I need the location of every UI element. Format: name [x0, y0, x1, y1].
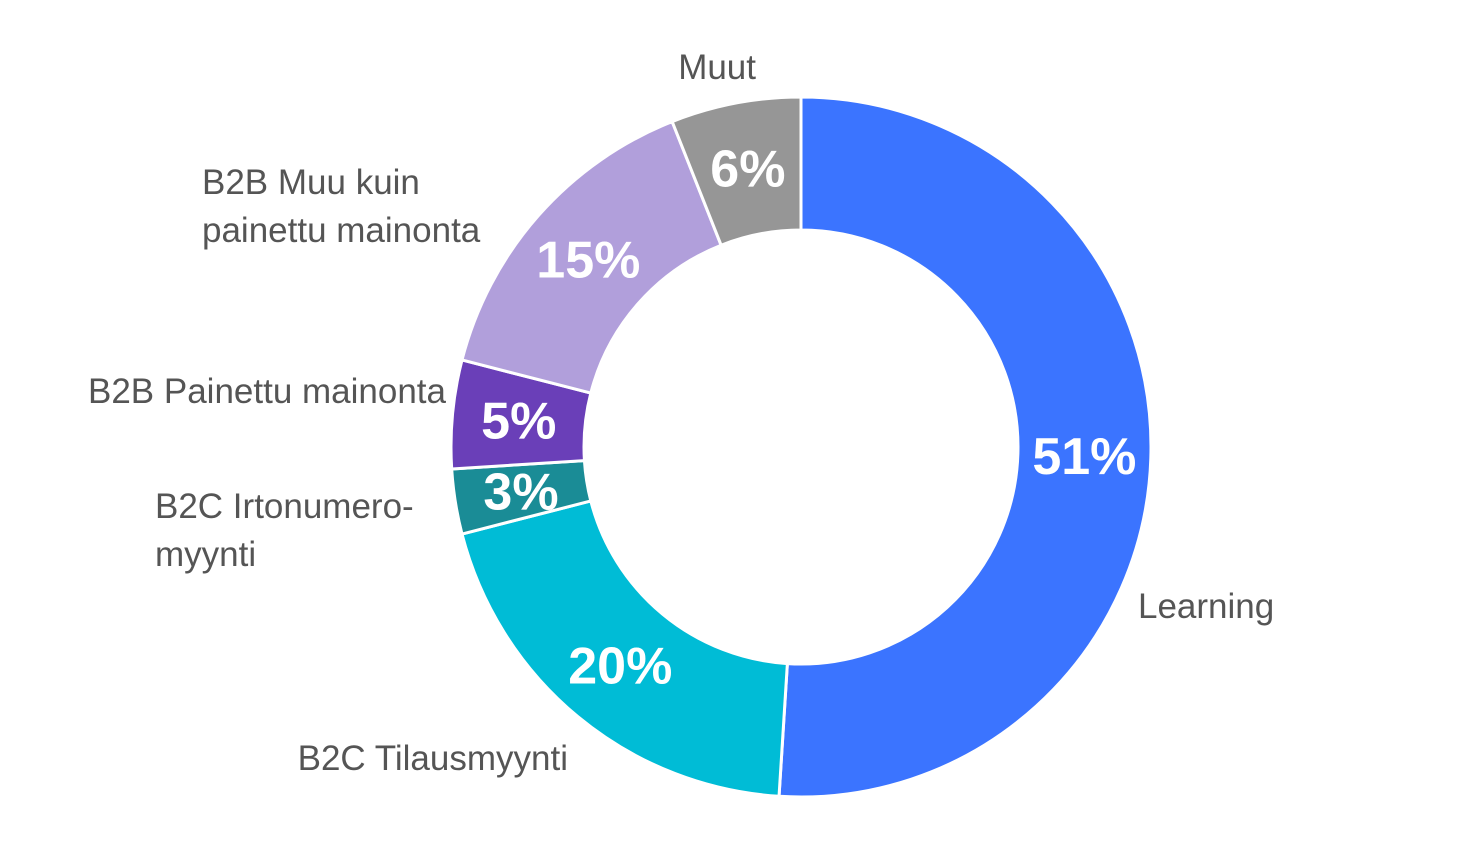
percentage-label-3: 3% [483, 463, 558, 521]
donut-slice-5 [460, 119, 724, 395]
category-label-1: Learning [1138, 587, 1274, 626]
category-label-5: B2B Muu kuin painettu mainonta [202, 163, 481, 250]
category-label-line: Muut [678, 48, 756, 87]
category-label-line: myynti [155, 535, 256, 574]
donut-slice-2 [460, 499, 789, 798]
category-label-6: Muut [678, 48, 756, 87]
category-label-line: Learning [1138, 587, 1274, 626]
percentage-label-2: 20% [568, 637, 672, 695]
category-label-line: B2C Irtonumero- [155, 487, 414, 526]
donut-slices [449, 95, 1153, 799]
percentage-label-1: 51% [1032, 428, 1136, 486]
category-label-line: B2B Muu kuin [202, 163, 420, 202]
percentage-labels: 51% 20% 3% 5% 15% 6% [481, 141, 1136, 696]
donut-slice-1 [777, 95, 1153, 799]
category-labels: Learning B2C Tilausmyynti B2C Irtonumero-m… [88, 48, 1274, 778]
category-label-line: painettu mainonta [202, 211, 481, 250]
category-label-line: B2B Painettu mainonta [88, 372, 447, 411]
percentage-label-4: 5% [481, 392, 556, 450]
percentage-label-6: 6% [710, 141, 785, 199]
category-label-line: B2C Tilausmyynti [298, 739, 568, 778]
category-label-2: B2C Tilausmyynti [298, 739, 568, 778]
category-label-3: B2C Irtonumero-myynti [155, 487, 414, 574]
category-label-4: B2B Painettu mainonta [88, 372, 447, 411]
donut-slice-6 [670, 95, 803, 248]
percentage-label-5: 15% [536, 232, 640, 290]
